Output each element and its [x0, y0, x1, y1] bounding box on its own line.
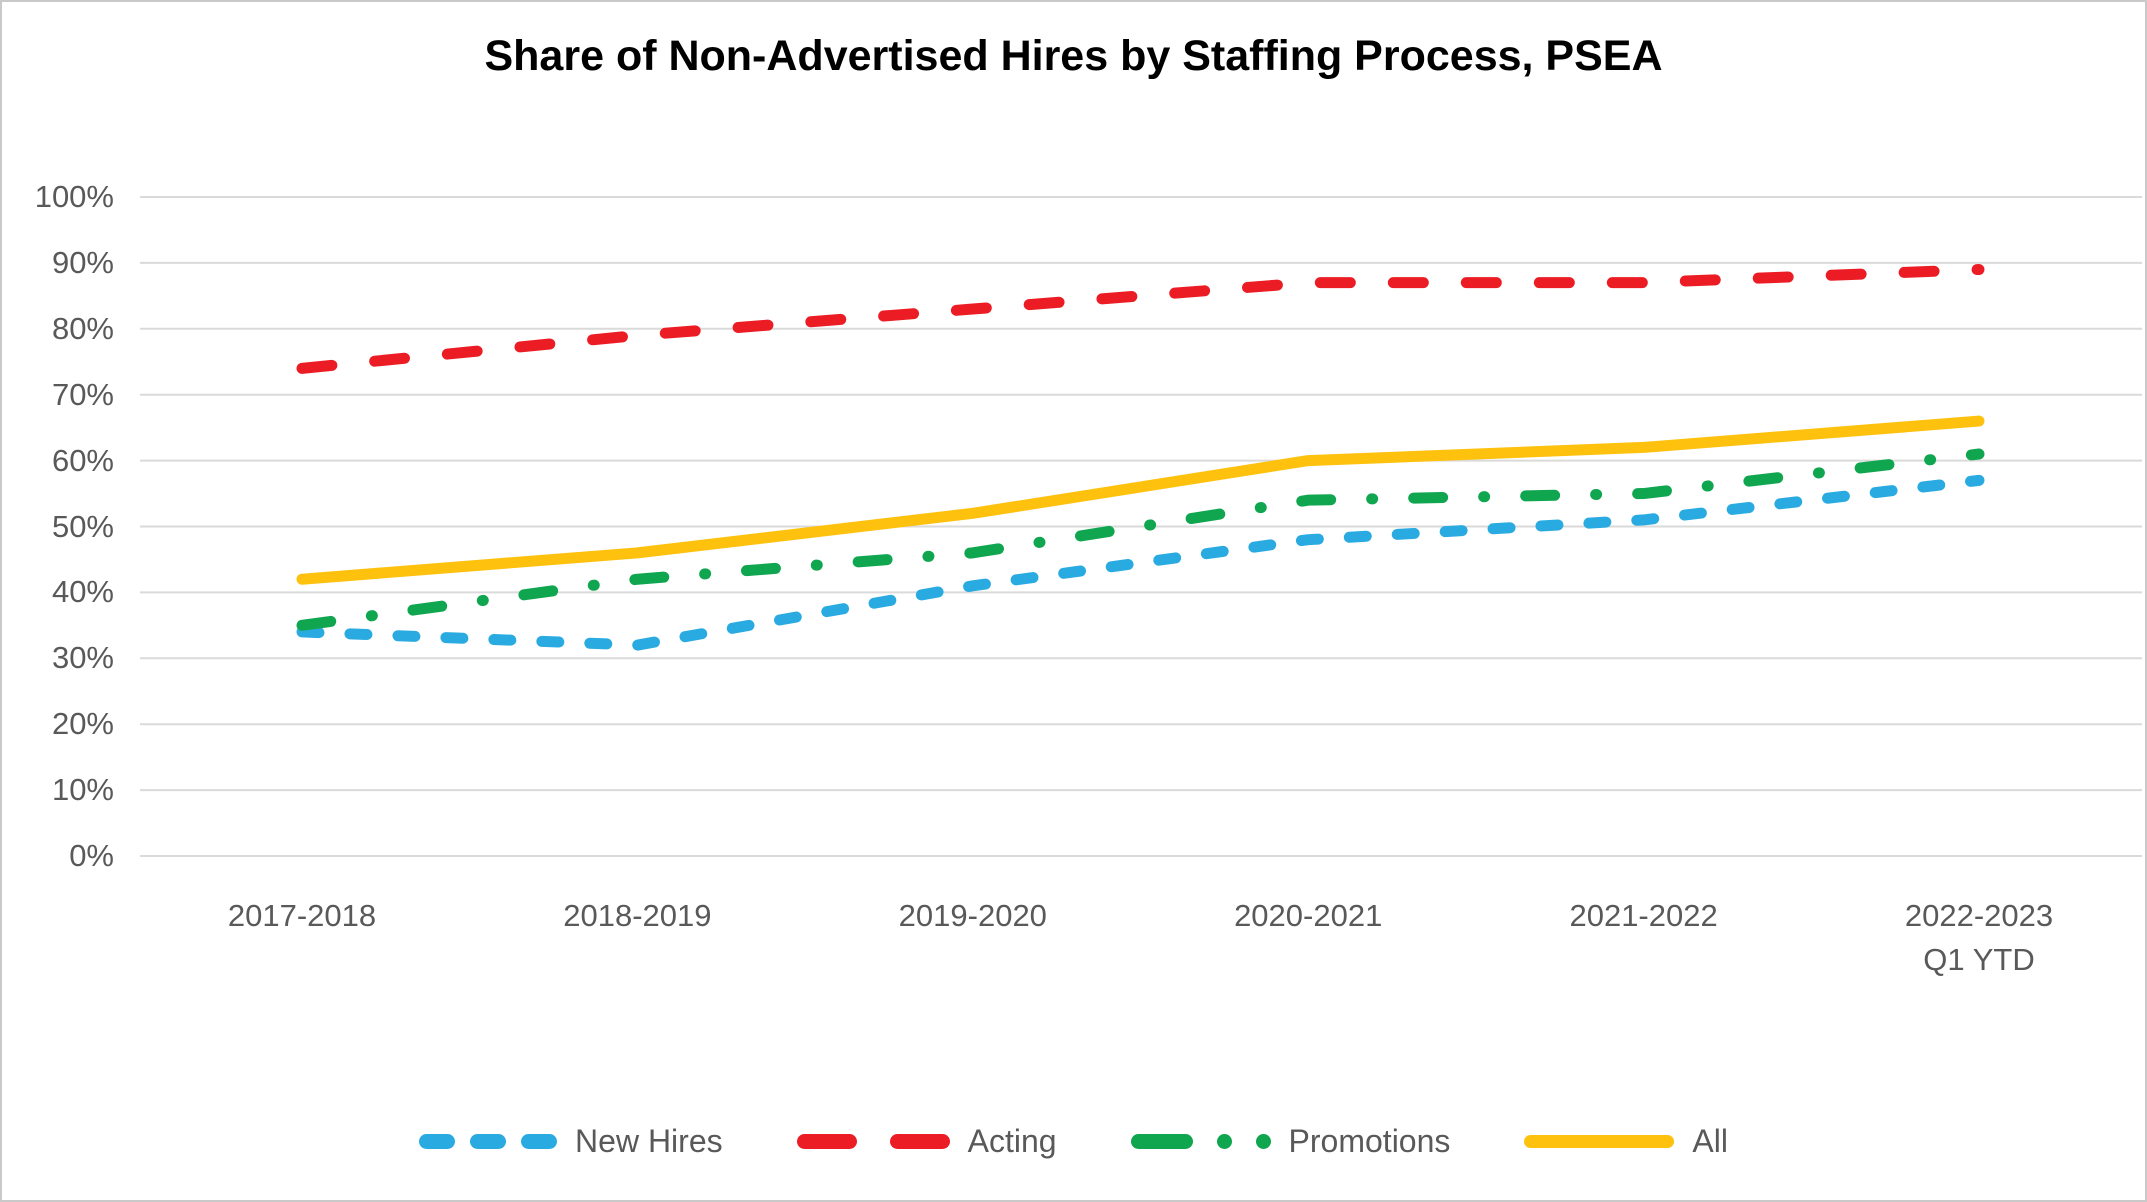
x-axis-label: 2019-2020 [898, 898, 1047, 933]
legend-label: Promotions [1288, 1123, 1451, 1159]
legend-swatch-long-dash-icon [796, 1134, 950, 1149]
series-line-new-hires [296, 474, 1985, 651]
series-line-acting [296, 263, 1985, 374]
y-axis-label: 40% [51, 574, 114, 610]
legend: New Hires Acting Promotions All [2, 1123, 2145, 1160]
legend-swatch-solid-icon [1524, 1135, 1675, 1148]
legend-dot [1216, 1134, 1232, 1149]
legend-item-promotions: Promotions [1130, 1123, 1451, 1160]
x-axis-label: 2022-2023 Q1 YTD [1904, 898, 2054, 977]
legend-dot [1255, 1134, 1271, 1149]
legend-label: All [1692, 1123, 1728, 1159]
x-axis-label: 2017-2018 [227, 898, 377, 933]
series-line-all [296, 415, 1985, 585]
legend-label: New Hires [575, 1123, 723, 1159]
legend-dash [796, 1134, 857, 1149]
x-axis-label: 2018-2019 [563, 898, 712, 933]
y-axis-label: 60% [51, 442, 114, 478]
legend-dash [470, 1134, 507, 1149]
x-axis-label: 2020-2021 [1234, 898, 1383, 933]
legend-dash [1130, 1134, 1193, 1149]
y-axis-label: 0% [69, 838, 114, 873]
legend-dash [1524, 1135, 1675, 1148]
x-axis-label: 2021-2022 [1569, 898, 1718, 933]
legend-item-new-hires: New Hires [419, 1123, 723, 1160]
legend-swatch-dash-dot-icon [1130, 1134, 1271, 1149]
series-line-promotions [296, 448, 1985, 631]
legend-dash [521, 1134, 558, 1149]
chart-title: Share of Non-Advertised Hires by Staffin… [484, 32, 1663, 80]
legend-swatch-short-dash-icon [419, 1134, 558, 1149]
legend-label: Acting [967, 1123, 1057, 1159]
y-axis-label: 10% [51, 772, 114, 808]
legend-dash [889, 1134, 950, 1149]
legend-dash [419, 1134, 456, 1149]
legend-item-all: All [1524, 1123, 1728, 1160]
y-axis-label: 30% [51, 640, 114, 676]
y-axis-label: 80% [51, 310, 114, 346]
y-axis-label: 20% [51, 706, 114, 742]
y-axis-label: 90% [51, 244, 114, 280]
y-axis-label: 100% [34, 179, 114, 214]
legend-item-acting: Acting [796, 1123, 1057, 1160]
y-axis-label: 50% [51, 508, 114, 544]
y-axis-label: 70% [51, 376, 114, 412]
